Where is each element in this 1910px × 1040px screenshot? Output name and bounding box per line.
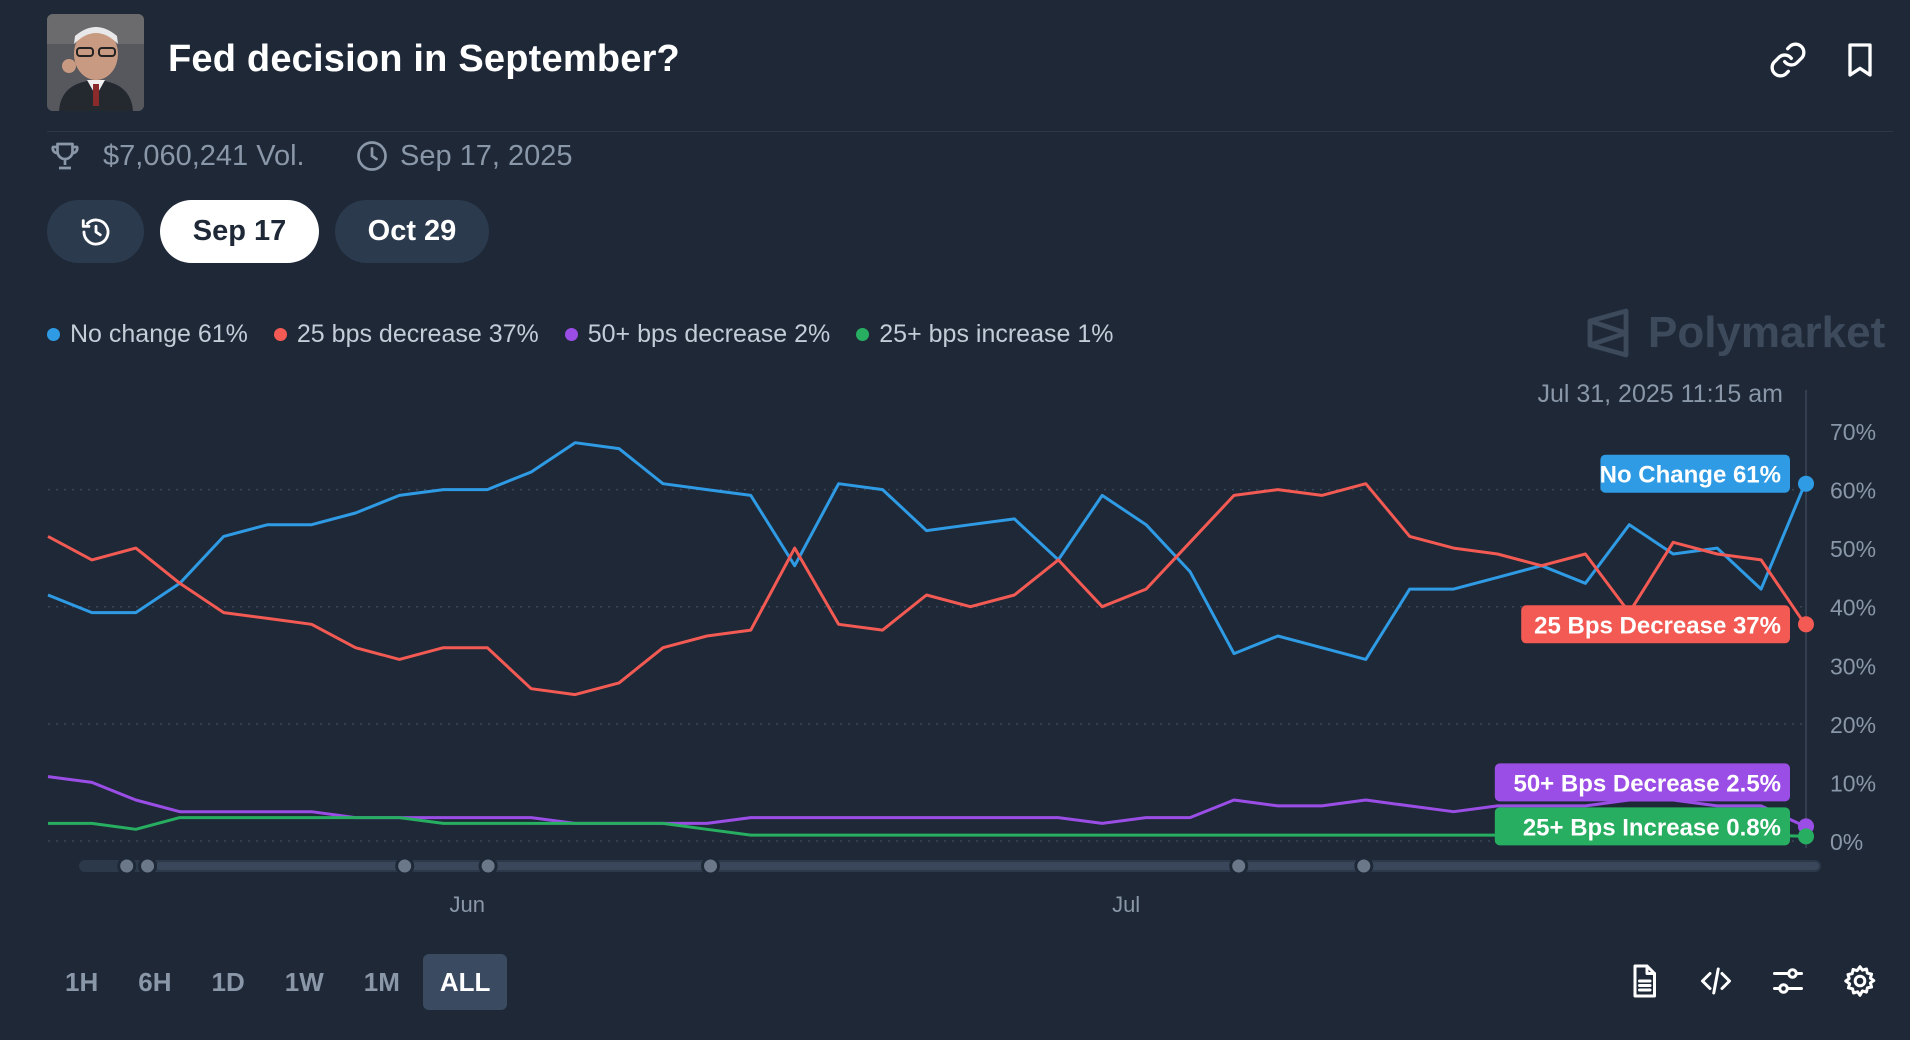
legend-label: 25 bps decrease 37%: [296, 320, 539, 348]
code-icon[interactable]: [1698, 963, 1734, 999]
timeline-handle: [701, 856, 720, 876]
range-button-all[interactable]: ALL: [422, 954, 508, 1010]
timeline-handle: [1229, 856, 1249, 876]
y-tick-label: 60%: [1830, 478, 1876, 504]
series-end-label: 25+ Bps Increase 0.8%: [1523, 814, 1781, 841]
legend-dot: [273, 328, 287, 341]
market-image: [47, 14, 144, 111]
series-line: [47, 482, 1807, 697]
x-tick-label: Jul: [1112, 892, 1140, 917]
end-date-info: Sep 17, 2025: [354, 136, 573, 176]
date-tab-sep-17[interactable]: Sep 17: [160, 200, 319, 263]
clock-icon: [357, 141, 387, 171]
legend-item-no-change: No change 61%: [47, 320, 248, 349]
y-tick-label: 30%: [1830, 653, 1876, 679]
legend-dot: [564, 328, 578, 341]
history-button[interactable]: [47, 200, 144, 263]
document-icon[interactable]: [1626, 963, 1662, 999]
series-end-dot: [1798, 616, 1814, 633]
y-tick-label: 0%: [1830, 829, 1863, 855]
series-end-label-bg: [1600, 454, 1790, 493]
legend-item-50-decrease: 50+ bps decrease 2%: [564, 320, 831, 349]
time-range-selector: 1H 6H 1D 1W 1M ALL: [48, 954, 508, 1010]
trophy-icon: [51, 142, 79, 170]
portrait-image: [47, 14, 144, 111]
series-line: [47, 775, 1806, 828]
header-divider: [47, 131, 1893, 132]
y-tick-label: 40%: [1830, 595, 1876, 621]
timeline-handle: [1354, 856, 1374, 876]
y-tick-label: 20%: [1830, 712, 1876, 738]
timeline-handle: [117, 856, 137, 876]
chart-timestamp: Jul 31, 2025 11:15 am: [1537, 380, 1783, 408]
range-button-6h[interactable]: 6H: [138, 966, 172, 997]
legend-item-25-increase: 25+ bps increase 1%: [856, 320, 1113, 349]
range-button-1h[interactable]: 1H: [65, 966, 99, 997]
range-button-1w[interactable]: 1W: [284, 966, 324, 997]
series-end-label-bg: [1521, 605, 1790, 644]
legend-label: No change 61%: [70, 320, 248, 348]
chart-legend: No change 61% 25 bps decrease 37% 50+ bp…: [47, 320, 1113, 349]
range-button-1d[interactable]: 1D: [211, 966, 245, 997]
market-title: Fed decision in September?: [168, 38, 680, 80]
timeline-handle: [395, 856, 415, 876]
link-icon[interactable]: [1768, 40, 1808, 80]
series-end-label-bg: [1494, 763, 1790, 802]
sliders-icon[interactable]: [1770, 963, 1806, 999]
end-date-text: Sep 17, 2025: [400, 139, 573, 172]
series-end-label: 25 Bps Decrease 37%: [1534, 612, 1781, 639]
y-tick-label: 10%: [1830, 770, 1876, 796]
y-tick-label: 70%: [1830, 419, 1876, 445]
date-tab-oct-29[interactable]: Oct 29: [335, 200, 489, 263]
timeline-handle: [138, 856, 158, 876]
legend-item-25-decrease: 25 bps decrease 37%: [273, 320, 539, 349]
volume-text: $7,060,241 Vol.: [103, 139, 305, 172]
legend-label: 25+ bps increase 1%: [879, 320, 1114, 348]
legend-dot: [856, 328, 870, 341]
volume-info: $7,060,241 Vol.: [47, 136, 305, 176]
series-end-dot: [1798, 475, 1814, 492]
series-end-dot: [1798, 828, 1814, 845]
timeline-handle: [478, 856, 498, 876]
series-end-label: No Change 61%: [1600, 462, 1781, 489]
price-chart[interactable]: 0% 10% 20% 30% 40% 50% 60% 70% No Change 61% 25 B…: [0, 370, 1910, 940]
x-tick-label: Jun: [450, 892, 485, 917]
settings-icon[interactable]: [1842, 963, 1878, 999]
series-end-label: 50+ Bps Decrease 2.5%: [1513, 770, 1781, 797]
series-end-label-bg: [1494, 807, 1790, 846]
legend-dot: [47, 328, 60, 341]
legend-label: 50+ bps decrease 2%: [587, 320, 831, 348]
series-line: [47, 441, 1807, 661]
polymarket-watermark: Polymarket: [1584, 307, 1885, 359]
y-tick-label: 50%: [1830, 536, 1876, 562]
polymarket-logo-icon: [1587, 308, 1629, 358]
brand-name: Polymarket: [1648, 308, 1886, 357]
history-icon: [81, 218, 109, 245]
range-button-1m[interactable]: 1M: [363, 966, 400, 997]
bookmark-icon[interactable]: [1840, 40, 1880, 80]
